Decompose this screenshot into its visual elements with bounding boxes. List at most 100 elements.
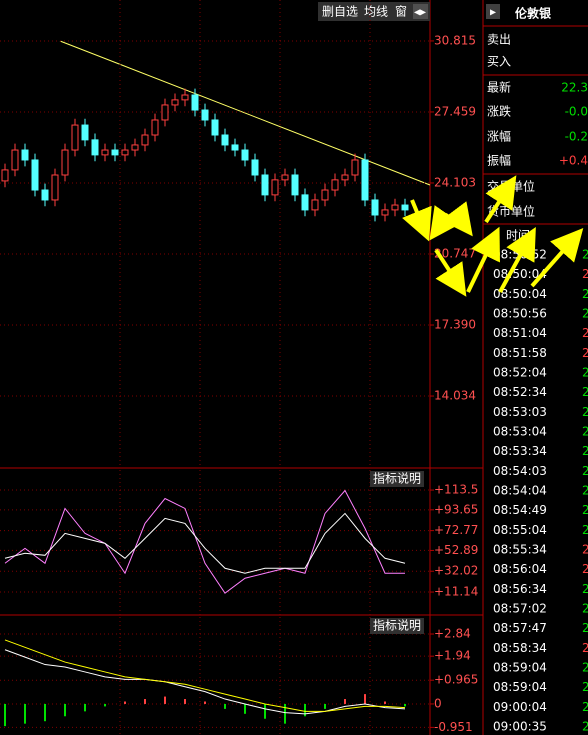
tick-price: 2 <box>582 661 588 675</box>
y-tick-label: 20.747 <box>434 246 476 260</box>
y-tick-label: -0.951 <box>434 720 473 734</box>
tick-time: 08:50:04 <box>493 287 547 301</box>
tick-price: 2 <box>582 248 588 262</box>
quote-label: 涨幅 <box>487 129 511 144</box>
indicator-line <box>4 639 406 712</box>
tick-price: 2 <box>582 641 588 655</box>
y-tick-label: +0.965 <box>434 673 478 687</box>
candle-body <box>11 149 19 171</box>
tick-time: 09:00:04 <box>493 700 547 714</box>
candle-body <box>91 139 99 156</box>
candle-body <box>131 144 139 151</box>
candle-body <box>261 174 269 196</box>
indicator-button[interactable] <box>370 618 424 634</box>
candle-body <box>371 199 379 216</box>
candle-body <box>351 159 359 176</box>
toolbar-button[interactable]: 均线 <box>364 5 388 19</box>
tick-price: 2 <box>582 405 588 419</box>
tick-time: 08:55:04 <box>493 523 547 537</box>
candle-body <box>241 149 249 161</box>
tick-time: 08:54:04 <box>493 484 547 498</box>
quote-label: 卖出 <box>487 33 511 47</box>
toolbar-icon[interactable] <box>413 4 428 19</box>
tick-price: 2 <box>582 267 588 281</box>
indicator-line <box>4 649 406 715</box>
quote-label: 涨跌 <box>487 104 511 119</box>
tick-price: 2 <box>582 444 588 458</box>
tick-price: 2 <box>582 582 588 596</box>
quote-value: -0.0 <box>565 105 588 119</box>
candle-body <box>81 124 89 141</box>
tick-price: 2 <box>582 523 588 537</box>
candle-body <box>201 109 209 121</box>
tick-time: 08:56:34 <box>493 582 547 596</box>
candle-body <box>41 189 49 201</box>
tick-time: 08:54:49 <box>493 503 547 517</box>
tick-price: 2 <box>582 503 588 517</box>
tick-time: 08:58:34 <box>493 641 547 655</box>
tick-price: 2 <box>582 484 588 498</box>
tick-price: 2 <box>582 562 588 576</box>
y-tick-label: +113.5 <box>434 483 478 497</box>
indicator-button[interactable]: 指标说明 <box>373 618 421 633</box>
quote-value: 22.3 <box>561 81 588 95</box>
quote-label: 最新 <box>487 80 511 95</box>
candle-body <box>1 169 9 182</box>
y-tick-label: +32.02 <box>434 564 478 578</box>
quote-icon[interactable]: ▸ <box>490 5 496 19</box>
tick-price: 2 <box>582 680 588 694</box>
annotation-arrows <box>402 175 584 297</box>
tick-time: 08:56:04 <box>493 562 547 576</box>
candle-body <box>181 94 189 101</box>
tick-time: 08:51:04 <box>493 326 547 340</box>
quote-title: 伦敦银 <box>515 6 552 21</box>
indicator-line <box>4 512 406 574</box>
tick-price: 2 <box>582 621 588 635</box>
candle-body <box>191 94 199 111</box>
y-tick-label: +72.77 <box>434 523 478 537</box>
candle-body <box>221 134 229 146</box>
candle-body <box>271 179 279 196</box>
tick-time: 08:59:04 <box>493 680 547 694</box>
tick-price: 2 <box>582 307 588 321</box>
candle-body <box>391 204 399 211</box>
tick-price: 2 <box>582 366 588 380</box>
indicator-button[interactable]: 指标说明 <box>373 471 421 486</box>
tick-price: 2 <box>582 287 588 301</box>
candle-body <box>311 199 319 211</box>
candle-body <box>141 134 149 146</box>
candle-body <box>111 149 119 156</box>
tick-time: 08:55:34 <box>493 543 547 557</box>
candle-body <box>231 144 239 151</box>
y-tick-label: 27.459 <box>434 104 476 118</box>
toolbar <box>318 2 430 21</box>
tick-time: 08:52:04 <box>493 366 547 380</box>
candle-body <box>341 174 349 181</box>
quote-label: 振幅 <box>487 153 511 168</box>
tick-time: 08:57:47 <box>493 621 547 635</box>
tick-price: 2 <box>582 602 588 616</box>
tick-price: 2 <box>582 543 588 557</box>
tick-time: 09:00:35 <box>493 720 547 734</box>
y-tick-label: +1.94 <box>434 649 471 663</box>
toolbar-button[interactable]: 窗 <box>395 5 407 19</box>
toolbar-icon[interactable]: ◂▸ <box>414 5 426 19</box>
tick-price: 2 <box>582 464 588 478</box>
y-tick-label: +2.84 <box>434 626 471 640</box>
candle-body <box>71 124 79 151</box>
tick-time: 08:51:58 <box>493 346 547 360</box>
quote-label: 买入 <box>487 55 511 69</box>
tick-time: 08:52:34 <box>493 385 547 399</box>
candle-body <box>101 149 109 156</box>
candle-body <box>211 119 219 136</box>
indicator-button[interactable] <box>370 471 424 487</box>
quote-icon[interactable] <box>486 4 500 19</box>
tick-time: 08:54:03 <box>493 464 547 478</box>
toolbar-button[interactable]: 删自选 <box>322 5 358 19</box>
tick-price: 2 <box>582 346 588 360</box>
y-tick-label: 24.103 <box>434 175 476 189</box>
quote-value: -0.2 <box>565 130 588 144</box>
tick-time: 08:59:04 <box>493 661 547 675</box>
tick-price: 2 <box>582 720 588 734</box>
